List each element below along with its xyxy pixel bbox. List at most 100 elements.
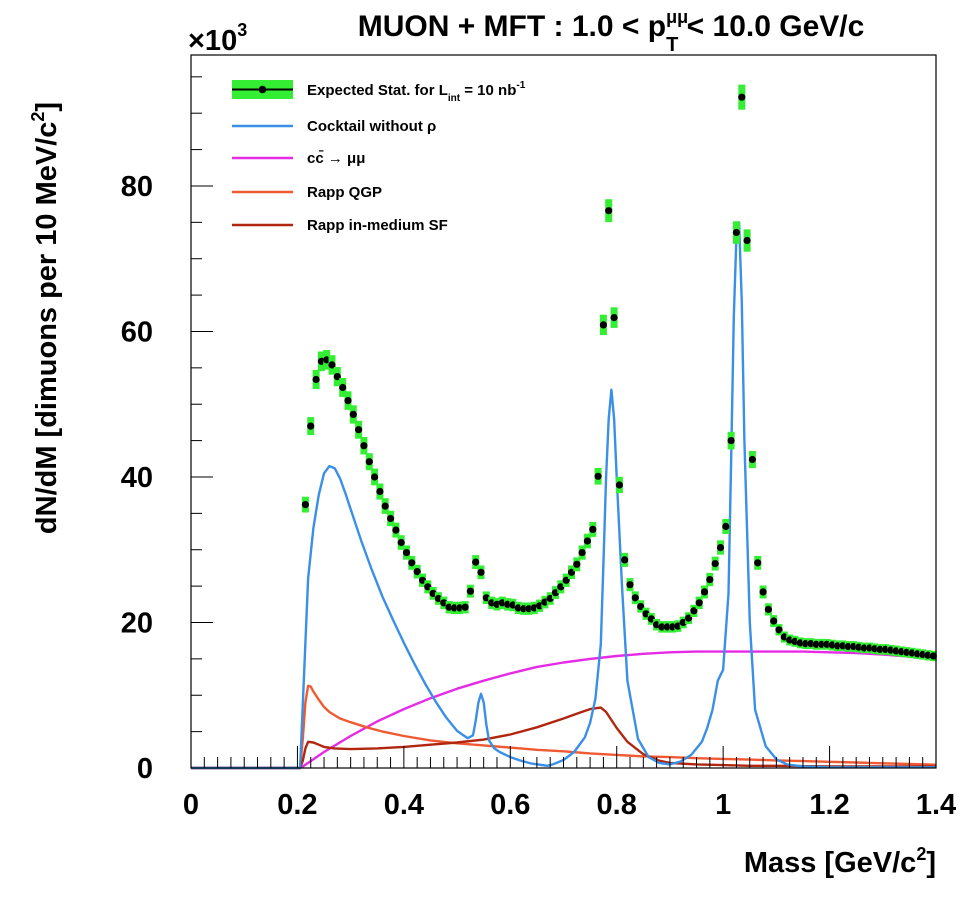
data-point <box>573 560 581 568</box>
legend-item-data: Expected Stat. for Lint = 10 nb-1 <box>232 80 526 104</box>
data-point <box>557 583 565 591</box>
data-point <box>605 207 613 215</box>
y-axis-multiplier: ×103 <box>188 20 247 57</box>
data-point <box>738 93 746 101</box>
data-point <box>615 481 624 489</box>
tick-labels: 0 0.2 0.4 0.6 0.8 1 1.2 1.4 0 20 40 60 80 <box>121 171 956 821</box>
data-point <box>424 583 432 591</box>
data-point <box>759 588 767 596</box>
data-point <box>732 228 741 237</box>
svg-text:×103: ×103 <box>188 20 247 57</box>
data-point <box>301 501 309 509</box>
legend-item-qgp: Rapp QGP <box>232 184 382 201</box>
data-point <box>589 525 597 534</box>
legend-item-cocktail: Cocktail without ρ <box>232 118 436 135</box>
data-point <box>621 556 629 564</box>
data-point <box>583 537 592 545</box>
data-point <box>397 538 405 547</box>
data-point <box>658 623 666 631</box>
data-point <box>578 549 586 557</box>
data-point <box>434 594 442 603</box>
x-tick-label: 0.4 <box>384 789 424 821</box>
legend-item-ccbar: cc̄ → μμ <box>232 149 365 167</box>
x-tick-label: 0.2 <box>277 789 317 821</box>
svg-text:Rapp in-medium SF: Rapp in-medium SF <box>307 217 448 234</box>
data-point <box>456 604 464 612</box>
data-point <box>855 643 863 651</box>
data-point <box>477 568 485 576</box>
data-point <box>402 549 411 557</box>
y-tick-label: 0 <box>137 753 153 785</box>
data-point <box>392 526 400 534</box>
data-point <box>371 473 379 481</box>
data-point <box>482 594 490 602</box>
x-tick-label: 0.8 <box>597 789 637 821</box>
plot-series <box>191 84 937 770</box>
data-point <box>754 559 762 567</box>
data-point <box>631 594 639 602</box>
data-point <box>349 410 357 418</box>
data-point <box>716 544 725 552</box>
data-point <box>381 502 389 510</box>
data-point <box>333 373 341 381</box>
data-points <box>301 84 937 662</box>
data-point <box>339 383 347 392</box>
data-point <box>711 560 719 568</box>
data-point <box>408 559 416 567</box>
data-point <box>440 599 448 607</box>
data-point <box>376 487 384 496</box>
data-point <box>722 522 730 531</box>
data-point <box>472 558 480 566</box>
data-point <box>594 472 602 480</box>
series-line-cocktail <box>191 221 936 770</box>
data-point <box>743 236 751 245</box>
x-tick-label: 1.2 <box>809 789 849 821</box>
svg-text:Mass [GeV/c2]: Mass [GeV/c2] <box>744 844 936 879</box>
data-point <box>610 314 618 322</box>
y-tick-label: 80 <box>121 171 153 203</box>
data-point <box>706 576 714 584</box>
legend-item-sf: Rapp in-medium SF <box>232 217 448 234</box>
data-point <box>461 603 469 611</box>
x-axis-label: Mass [GeV/c2] <box>744 844 936 879</box>
x-tick-label: 0 <box>183 789 199 821</box>
x-tick-label: 0.6 <box>490 789 530 821</box>
data-point <box>700 588 709 596</box>
svg-text:Cocktail without ρ: Cocktail without ρ <box>307 118 436 135</box>
data-point <box>599 321 608 329</box>
data-point <box>807 640 815 648</box>
svg-text:Expected Stat. for Lint = 10 n: Expected Stat. for Lint = 10 nb-1 <box>307 80 526 104</box>
chart-title: MUON + MFT : 1.0 < pμμ T < 10.0 GeV/c <box>358 7 865 56</box>
series-line-ccbar <box>191 650 937 770</box>
data-point <box>360 442 368 450</box>
data-point <box>903 648 911 656</box>
data-point <box>509 601 517 609</box>
data-point <box>828 641 836 649</box>
data-point <box>307 422 315 430</box>
data-point <box>328 361 336 369</box>
data-point <box>780 633 788 641</box>
x-tick-label: 1 <box>715 789 731 821</box>
data-point <box>355 426 363 434</box>
axes <box>190 54 937 769</box>
data-point <box>530 604 538 612</box>
svg-text:Rapp QGP: Rapp QGP <box>307 184 382 201</box>
svg-text:cc̄ → μμ: cc̄ → μμ <box>307 149 365 167</box>
data-point <box>365 458 373 466</box>
plot-frame <box>190 54 937 769</box>
data-point <box>344 397 352 405</box>
x-tick-label: 1.4 <box>916 789 956 821</box>
data-point <box>929 652 937 660</box>
data-point <box>764 605 773 614</box>
y-tick-label: 20 <box>121 607 153 639</box>
data-point <box>312 375 320 384</box>
data-point <box>387 514 395 523</box>
data-point <box>413 568 421 576</box>
y-tick-label: 40 <box>121 462 153 494</box>
y-axis-label: dN/dM [dimuons per 10 MeV/c2] <box>28 102 63 534</box>
series-line-sf <box>191 706 936 770</box>
svg-text:dN/dM [dimuons per 10 MeV/c2]: dN/dM [dimuons per 10 MeV/c2] <box>28 102 63 534</box>
y-tick-label: 60 <box>121 316 153 348</box>
